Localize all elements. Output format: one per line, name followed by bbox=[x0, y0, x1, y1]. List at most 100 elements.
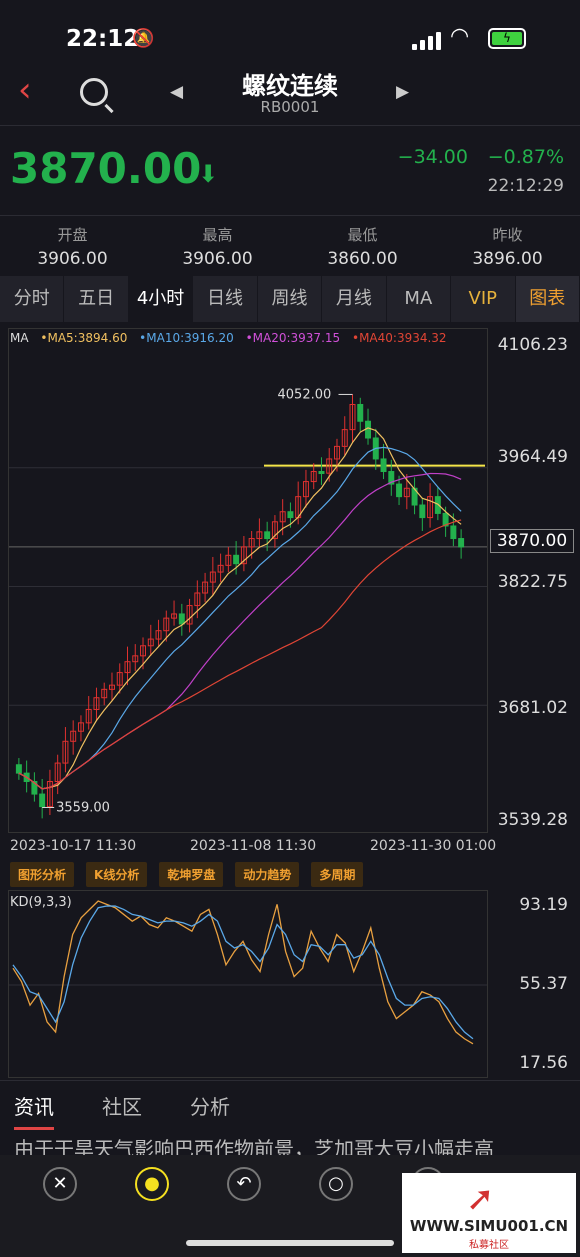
momentum-trend-button[interactable]: 动力趋势 bbox=[235, 862, 300, 887]
candlestick-chart[interactable]: 4052.00 3559.00 bbox=[8, 328, 488, 833]
tab-intraday[interactable]: 分时 bbox=[0, 276, 65, 322]
stat-value: 3896.00 bbox=[472, 249, 543, 269]
candle bbox=[217, 564, 224, 573]
instrument-code: RB0001 bbox=[260, 98, 320, 116]
current-price-marker: 3870.00 bbox=[490, 529, 574, 553]
kd-tick-label: 17.56 bbox=[519, 1053, 568, 1073]
tab-daily[interactable]: 日线 bbox=[193, 276, 258, 322]
prev-close-stat: 昨收 3896.00 bbox=[435, 216, 580, 275]
candle bbox=[302, 481, 309, 498]
stat-value: 3906.00 bbox=[37, 249, 108, 269]
search-icon[interactable] bbox=[80, 78, 108, 106]
ma-legend: MA •MA5:3894.60 •MA10:3916.20 •MA20:3937… bbox=[10, 331, 455, 345]
kline-analysis-button[interactable]: K线分析 bbox=[86, 862, 148, 887]
candle bbox=[140, 645, 147, 657]
tab-monthly[interactable]: 月线 bbox=[322, 276, 387, 322]
candle bbox=[163, 617, 170, 632]
ma10-value: •MA10:3916.20 bbox=[139, 331, 234, 345]
ma20-line bbox=[18, 472, 462, 790]
candle bbox=[287, 511, 294, 519]
candle bbox=[109, 684, 115, 690]
candle bbox=[54, 762, 61, 783]
candle bbox=[85, 708, 92, 724]
candle bbox=[31, 781, 38, 795]
candle bbox=[39, 793, 46, 808]
wifi-icon: ◠ bbox=[450, 24, 470, 49]
multi-period-button[interactable]: 多周期 bbox=[311, 862, 364, 887]
candle bbox=[70, 730, 77, 742]
next-instrument-icon[interactable]: ▶ bbox=[396, 82, 410, 102]
compass-button[interactable]: 乾坤罗盘 bbox=[159, 862, 224, 887]
ma40-value: •MA40:3934.32 bbox=[351, 331, 447, 345]
quote-panel: 3870.00 ⬇ −34.00 −0.87% 22:12:29 bbox=[0, 125, 580, 215]
home-indicator[interactable] bbox=[186, 1240, 394, 1246]
down-arrow-icon: ⬇ bbox=[198, 160, 219, 188]
candle bbox=[450, 525, 457, 540]
stat-value: 3906.00 bbox=[182, 249, 253, 269]
x-tick-label: 2023-11-30 01:00 bbox=[370, 838, 497, 854]
status-bar: 22:12 🔕 ◠ ϟ bbox=[0, 0, 580, 60]
candle bbox=[442, 512, 449, 527]
y-tick-label: 3539.28 bbox=[497, 810, 568, 830]
candle bbox=[380, 458, 387, 473]
candle bbox=[186, 605, 193, 625]
yellow-dot-icon[interactable]: ● bbox=[135, 1167, 169, 1201]
tab-news[interactable]: 资讯 bbox=[14, 1091, 54, 1130]
clock: 22:12 bbox=[66, 26, 140, 52]
candle bbox=[357, 403, 364, 422]
price-change: −34.00 bbox=[397, 146, 468, 168]
candle bbox=[101, 688, 108, 699]
stat-label: 最高 bbox=[202, 226, 233, 244]
candle bbox=[396, 483, 403, 498]
period-tabs: 分时 五日 4小时 日线 周线 月线 MA VIP 图表 bbox=[0, 276, 580, 322]
tab-weekly[interactable]: 周线 bbox=[258, 276, 323, 322]
tab-community[interactable]: 社区 bbox=[102, 1095, 142, 1119]
ma5-value: •MA5:3894.60 bbox=[40, 331, 128, 345]
circle-icon[interactable]: ○ bbox=[319, 1167, 353, 1201]
stat-label: 昨收 bbox=[492, 226, 523, 244]
candle bbox=[116, 672, 123, 686]
ma5-line bbox=[18, 427, 462, 790]
candle bbox=[155, 630, 162, 640]
tab-vip[interactable]: VIP bbox=[451, 276, 516, 322]
tab-analysis[interactable]: 分析 bbox=[190, 1095, 230, 1119]
undo-icon[interactable]: ↶ bbox=[227, 1167, 261, 1201]
x-tick-label: 2023-10-17 11:30 bbox=[10, 838, 137, 854]
low-label: 3559.00 bbox=[56, 800, 110, 815]
kd-indicator-chart[interactable] bbox=[8, 890, 488, 1078]
y-tick-label: 4106.23 bbox=[497, 335, 568, 355]
candle bbox=[458, 538, 465, 548]
instrument-title: 螺纹连续 bbox=[242, 72, 338, 100]
candle bbox=[349, 403, 356, 431]
close-icon[interactable]: ✕ bbox=[43, 1167, 77, 1201]
stat-value: 3860.00 bbox=[327, 249, 398, 269]
candle bbox=[341, 429, 348, 447]
candle bbox=[365, 420, 372, 439]
candle bbox=[326, 458, 333, 474]
pattern-analysis-button[interactable]: 图形分析 bbox=[10, 862, 75, 887]
d-line bbox=[12, 905, 474, 1040]
candle bbox=[132, 655, 139, 663]
high-stat: 最高 3906.00 bbox=[145, 216, 290, 275]
high-label: 4052.00 bbox=[278, 387, 332, 402]
prev-instrument-icon[interactable]: ◀ bbox=[170, 82, 184, 102]
candle bbox=[434, 496, 441, 514]
stat-label: 开盘 bbox=[57, 226, 88, 244]
candle bbox=[310, 471, 317, 483]
tab-five-day[interactable]: 五日 bbox=[64, 276, 129, 322]
back-chevron-icon[interactable]: ‹ bbox=[18, 70, 32, 110]
tab-4-hour[interactable]: 4小时 bbox=[128, 276, 194, 322]
y-tick-label: 3681.02 bbox=[497, 698, 568, 718]
candle bbox=[147, 638, 154, 647]
candle bbox=[419, 504, 426, 519]
candle bbox=[124, 661, 131, 674]
watermark-arrow-icon: ➚ bbox=[466, 1179, 495, 1219]
candle bbox=[15, 764, 22, 774]
watermark-logo: ➚ WWW.SIMU001.CN 私募社区 bbox=[402, 1173, 576, 1253]
tab-chart[interactable]: 图表 bbox=[515, 276, 580, 322]
analysis-tools: 图形分析 K线分析 乾坤罗盘 动力趋势 多周期 bbox=[10, 862, 375, 887]
candle bbox=[427, 496, 434, 519]
y-tick-label: 3964.49 bbox=[497, 447, 568, 467]
kd-tick-label: 93.19 bbox=[519, 895, 568, 915]
tab-ma[interactable]: MA bbox=[387, 276, 452, 322]
